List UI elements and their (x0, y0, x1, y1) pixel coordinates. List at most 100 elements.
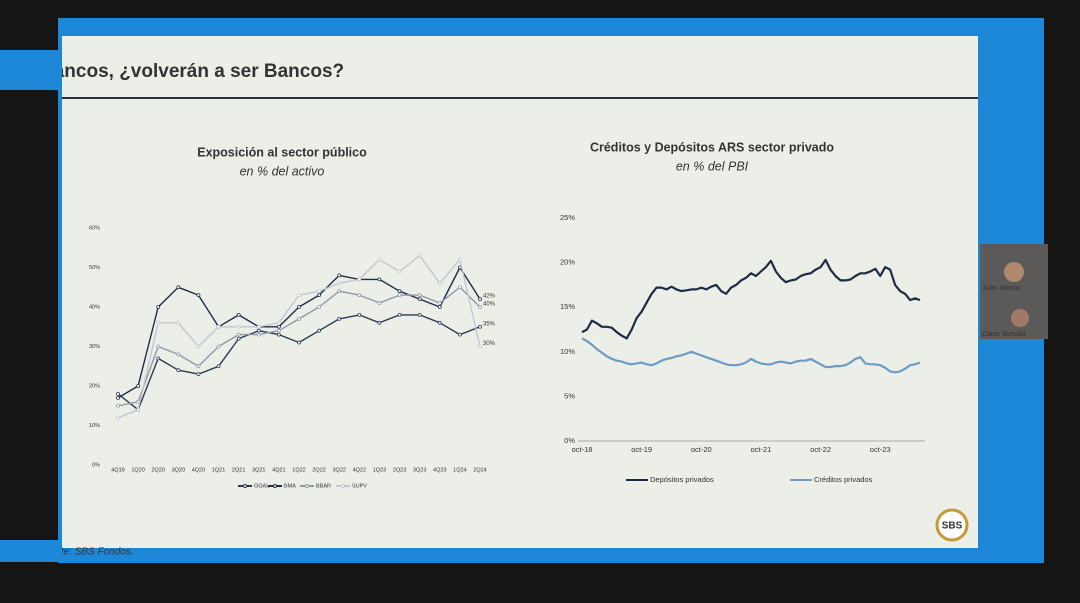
slide-title: Bancos, ¿volverán a ser Bancos? (40, 61, 344, 82)
point (357, 277, 362, 282)
point (236, 332, 241, 337)
logo (935, 508, 969, 542)
point (337, 316, 342, 321)
point (317, 328, 322, 333)
x-tick-label: 3Q22 (332, 467, 345, 473)
legend-marker (341, 484, 345, 488)
y-tick-label: 30% (89, 344, 100, 350)
point (216, 344, 221, 349)
point (156, 320, 161, 325)
point (276, 324, 281, 329)
point (196, 293, 201, 298)
y-tick-label: 0% (564, 436, 575, 445)
y-tick-label: 15% (560, 302, 575, 311)
x-tick-label: 1Q20 (131, 467, 144, 473)
x-tick-label: oct-21 (751, 445, 772, 454)
point (478, 324, 482, 329)
data-label: 35% (483, 321, 496, 327)
point (478, 297, 482, 302)
point (176, 285, 181, 290)
y-tick-label: 25% (560, 213, 575, 222)
point (196, 372, 201, 377)
point (437, 305, 442, 309)
point (397, 312, 402, 317)
frame-edge (0, 50, 62, 90)
point (276, 328, 281, 333)
data-label: 40% (483, 302, 496, 308)
point (417, 253, 422, 258)
x-tick-label: 2Q20 (151, 467, 164, 473)
x-tick-label: 2Q23 (393, 467, 406, 473)
legend-label: Créditos privados (814, 475, 873, 484)
plots: 0% 10% 20% 30% 40% 50% 60% 4Q19 1Q20 2Q20 3Q20 4Q20… (89, 213, 925, 489)
point (397, 289, 402, 294)
point (297, 305, 301, 309)
point (256, 324, 261, 329)
point (297, 293, 301, 298)
point (236, 336, 241, 341)
point (276, 332, 281, 337)
y-tick-label: 10% (560, 347, 575, 356)
point (256, 332, 261, 337)
point (317, 305, 322, 309)
x-tick-label: 3Q20 (172, 467, 185, 473)
x-tick-label: oct-19 (631, 445, 652, 454)
point (377, 257, 382, 262)
point (216, 364, 221, 369)
point (337, 273, 342, 278)
webcam-person (1011, 309, 1029, 327)
point (377, 301, 382, 305)
x-tick-label: 2Q24 (473, 467, 486, 473)
x-tick-label: oct-18 (572, 445, 593, 454)
webcam-name: Clave Bursátil (982, 331, 1026, 338)
point (377, 320, 382, 325)
point (457, 332, 462, 337)
legend-marker (305, 484, 309, 488)
x-tick-label: 1Q24 (453, 467, 466, 473)
x-tick-label: 1Q23 (373, 467, 386, 473)
point (196, 364, 201, 369)
x-tick-label: 3Q23 (413, 467, 426, 473)
x-tick-label: 4Q21 (272, 467, 285, 473)
chart-subtitle: en % del activo (240, 164, 325, 178)
point (357, 312, 362, 317)
point (136, 384, 141, 388)
point (337, 289, 342, 294)
point (136, 407, 141, 412)
x-tick-label: 2Q21 (232, 467, 245, 473)
x-tick-label: oct-20 (691, 445, 712, 454)
point (236, 312, 241, 317)
point (417, 312, 422, 317)
frame-edge (0, 540, 62, 562)
legend-marker (243, 484, 247, 488)
point (196, 344, 201, 349)
x-tick-label: 2Q22 (312, 467, 325, 473)
logo-text: SBS (942, 521, 963, 532)
legend-label: GGAL (254, 483, 269, 489)
legend-label: Depósitos privados (650, 475, 714, 484)
series-line (581, 258, 921, 340)
y-tick-label: 5% (564, 391, 575, 400)
x-tick-label: 1Q22 (292, 467, 305, 473)
x-tick-label: 4Q20 (192, 467, 205, 473)
x-tick-label: 4Q23 (433, 467, 446, 473)
point (236, 324, 241, 329)
legend-label: BMA (284, 483, 296, 489)
point (317, 293, 322, 298)
point (437, 301, 442, 305)
point (116, 395, 120, 400)
x-tick-label: oct-23 (870, 445, 891, 454)
point (256, 328, 261, 333)
y-tick-label: 50% (89, 265, 100, 271)
webcam-person (1004, 262, 1024, 282)
point (156, 356, 161, 361)
legend-marker (273, 484, 277, 488)
point (357, 293, 362, 298)
y-tick-label: 40% (89, 304, 100, 310)
y-tick-label: 60% (89, 225, 100, 231)
point (417, 293, 422, 298)
point (417, 297, 422, 302)
point (176, 368, 181, 373)
point (457, 285, 462, 290)
x-tick-label: oct-22 (810, 445, 831, 454)
